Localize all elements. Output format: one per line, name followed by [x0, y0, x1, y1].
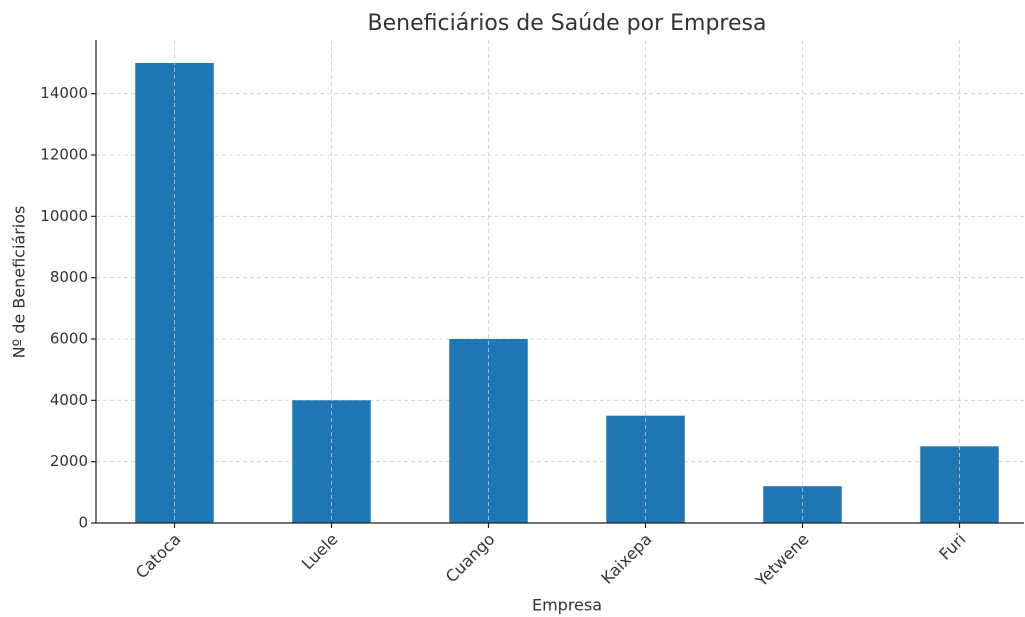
y-tick-label: 4000 [50, 391, 88, 409]
y-tick-label: 2000 [50, 452, 88, 470]
y-tick-label: 12000 [40, 146, 88, 164]
y-tick-label: 8000 [50, 268, 88, 286]
y-tick-label: 0 [78, 514, 88, 532]
x-tick-label: Cuango [442, 530, 499, 587]
x-tick-label: Luele [298, 530, 342, 574]
x-tick-label: Furi [935, 530, 969, 564]
y-tick-label: 14000 [40, 84, 88, 102]
x-tick-label: Catoca [132, 530, 185, 583]
y-axis-label: Nº de Beneficiários [10, 206, 29, 359]
chart-title: Beneficiários de Saúde por Empresa [368, 11, 767, 36]
y-tick-label: 6000 [50, 330, 88, 348]
x-axis-label: Empresa [532, 596, 602, 615]
x-tick-label: Yetwene [751, 530, 812, 591]
x-tick-label: Kaixepa [597, 530, 655, 588]
y-tick-label: 10000 [40, 207, 88, 225]
